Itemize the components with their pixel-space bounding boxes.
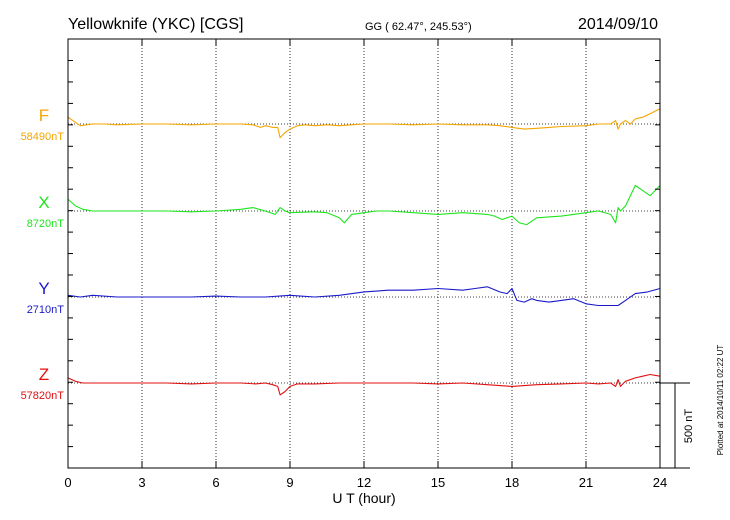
- x-tick-label-15: 15: [431, 475, 445, 490]
- baseline-value-f: 58490nT: [21, 131, 65, 143]
- series-name-z: Z: [39, 365, 49, 384]
- baseline-value-x: 8720nT: [27, 218, 65, 230]
- x-tick-label-24: 24: [653, 475, 667, 490]
- x-axis-label: U T (hour): [332, 490, 395, 506]
- x-tick-label-12: 12: [357, 475, 371, 490]
- series-name-f: F: [39, 106, 49, 125]
- plot-frame: [67, 38, 661, 469]
- date-label: 2014/09/10: [578, 16, 658, 33]
- x-tick-label-9: 9: [286, 475, 293, 490]
- baseline-value-z: 57820nT: [21, 390, 65, 402]
- series-line-x: [67, 184, 661, 226]
- series-line-f: [67, 108, 661, 139]
- x-tick-label-3: 3: [138, 475, 145, 490]
- scale-bar-label: 500 nT: [683, 409, 695, 444]
- x-tick-label-21: 21: [579, 475, 593, 490]
- x-tick-label-0: 0: [64, 475, 71, 490]
- series-name-y: Y: [38, 279, 49, 298]
- series-name-x: X: [38, 193, 49, 212]
- baseline-value-y: 2710nT: [27, 304, 65, 316]
- coordinates-label: GG ( 62.47°, 245.53°): [365, 21, 472, 33]
- series-line-y: [67, 286, 661, 307]
- station-title: Yellowknife (YKC) [CGS]: [68, 16, 243, 33]
- x-tick-label-18: 18: [505, 475, 519, 490]
- plotted-timestamp: Plotted at 2014/10/11 02:22 UT: [716, 345, 725, 456]
- series-line-z: [67, 373, 661, 396]
- x-tick-label-6: 6: [212, 475, 219, 490]
